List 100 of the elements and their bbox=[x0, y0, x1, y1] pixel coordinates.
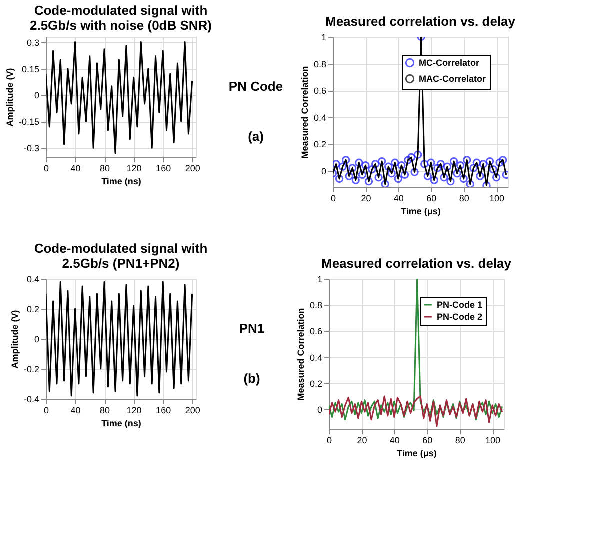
point bbox=[472, 158, 482, 167]
y-tick-label: -0.2 bbox=[24, 364, 40, 374]
point bbox=[407, 153, 416, 162]
point bbox=[345, 172, 354, 180]
point bbox=[362, 161, 370, 170]
legend-label: MAC-Correlator bbox=[419, 74, 486, 84]
point bbox=[498, 156, 508, 164]
y-tick-label: 0.8 bbox=[310, 300, 322, 311]
point bbox=[342, 156, 350, 164]
chart-title: Measured correlation vs. delay bbox=[325, 14, 516, 29]
text: (a) bbox=[248, 129, 264, 144]
y-axis-title: Amplitude (V) bbox=[10, 310, 20, 369]
point bbox=[371, 160, 380, 168]
x-tick-label: 60 bbox=[422, 436, 433, 446]
point bbox=[378, 157, 386, 166]
point bbox=[355, 158, 364, 167]
y-tick-label: 0.4 bbox=[310, 352, 322, 363]
y-axis-title: Measured Correlation bbox=[296, 308, 306, 401]
y-tick-label: 1 bbox=[317, 274, 322, 284]
chart-title: Code-modulated signal with 2.5Gb/s with noise (0dB SNR) bbox=[30, 3, 212, 33]
y-tick-label: 0 bbox=[34, 334, 40, 344]
x-tick-label: 60 bbox=[426, 194, 437, 204]
x-tick-label: 0 bbox=[44, 164, 50, 174]
chart-title: Measured correlation vs. delay bbox=[321, 256, 512, 271]
chart-title: Code-modulated signal with 2.5Gb/s (PN1+PN2) bbox=[34, 241, 208, 271]
y-tick-label: 0.8 bbox=[314, 59, 326, 70]
point bbox=[453, 170, 462, 178]
point bbox=[492, 174, 501, 182]
point bbox=[338, 162, 347, 172]
point bbox=[420, 160, 429, 168]
y-tick-label: 0.2 bbox=[314, 140, 326, 150]
point bbox=[410, 168, 419, 176]
point bbox=[476, 172, 484, 180]
point bbox=[414, 150, 422, 159]
x-tick-label: 80 bbox=[455, 436, 466, 446]
x-tick-label: 80 bbox=[100, 164, 110, 174]
point bbox=[381, 180, 390, 187]
point bbox=[470, 164, 478, 172]
x-tick-label: 120 bbox=[126, 406, 142, 416]
x-tick-label: 0 bbox=[44, 406, 50, 416]
line-series bbox=[329, 396, 504, 428]
point bbox=[486, 157, 494, 166]
point bbox=[430, 176, 439, 184]
x-tick-label: 40 bbox=[394, 194, 404, 204]
text: (b) bbox=[244, 371, 260, 386]
point bbox=[424, 172, 432, 180]
y-axis-title: Measured Correlation bbox=[300, 66, 310, 159]
point bbox=[434, 164, 442, 172]
y-tick-label: 1 bbox=[321, 32, 326, 42]
y-tick-label: 0.3 bbox=[26, 38, 40, 48]
x-tick-label: 0 bbox=[330, 194, 336, 204]
x-tick-label: 160 bbox=[156, 406, 172, 416]
point bbox=[440, 174, 448, 182]
point bbox=[384, 162, 393, 172]
point bbox=[463, 156, 472, 164]
y-tick-label: 0.4 bbox=[26, 274, 40, 284]
point bbox=[443, 162, 452, 172]
point bbox=[364, 178, 374, 186]
point bbox=[479, 160, 488, 168]
point bbox=[456, 161, 465, 170]
x-tick-label: 120 bbox=[126, 164, 142, 174]
point bbox=[427, 158, 436, 167]
point bbox=[400, 170, 410, 180]
point bbox=[446, 178, 455, 186]
line-series bbox=[329, 279, 504, 421]
point bbox=[394, 174, 403, 184]
point bbox=[436, 160, 446, 168]
point bbox=[348, 164, 357, 172]
line-series bbox=[46, 42, 194, 154]
x-tick-label: 40 bbox=[70, 164, 81, 174]
y-tick-label: 0.4 bbox=[314, 112, 326, 123]
x-tick-label: 20 bbox=[361, 194, 372, 204]
point bbox=[358, 170, 367, 180]
point bbox=[352, 176, 360, 184]
x-tick-label: 160 bbox=[156, 164, 172, 174]
x-tick-label: 40 bbox=[390, 436, 400, 446]
point bbox=[489, 165, 498, 174]
x-tick-label: 80 bbox=[100, 406, 110, 416]
x-tick-label: 80 bbox=[459, 194, 470, 204]
legend-label: MC-Correlator bbox=[419, 58, 480, 68]
x-tick-label: 200 bbox=[185, 164, 200, 174]
x-tick-label: 200 bbox=[185, 406, 200, 416]
y-tick-label: 0 bbox=[34, 90, 40, 101]
y-tick-label: 0.15 bbox=[22, 64, 40, 74]
point bbox=[460, 174, 468, 184]
point bbox=[398, 161, 406, 170]
text: PN Code bbox=[228, 79, 284, 94]
point bbox=[335, 174, 344, 184]
x-axis-title: Time (μs) bbox=[401, 206, 441, 216]
y-tick-label: -0.15 bbox=[18, 117, 40, 128]
point bbox=[450, 157, 458, 166]
y-tick-label: 0.6 bbox=[310, 326, 322, 337]
text: PN1 bbox=[239, 321, 265, 336]
point bbox=[391, 158, 400, 167]
point bbox=[404, 156, 412, 164]
x-axis-title: Time (ns) bbox=[102, 176, 142, 186]
y-tick-label: -0.4 bbox=[24, 394, 40, 404]
point bbox=[466, 180, 474, 187]
legend-label: PN-Code 2 bbox=[437, 312, 483, 322]
point bbox=[368, 165, 376, 174]
